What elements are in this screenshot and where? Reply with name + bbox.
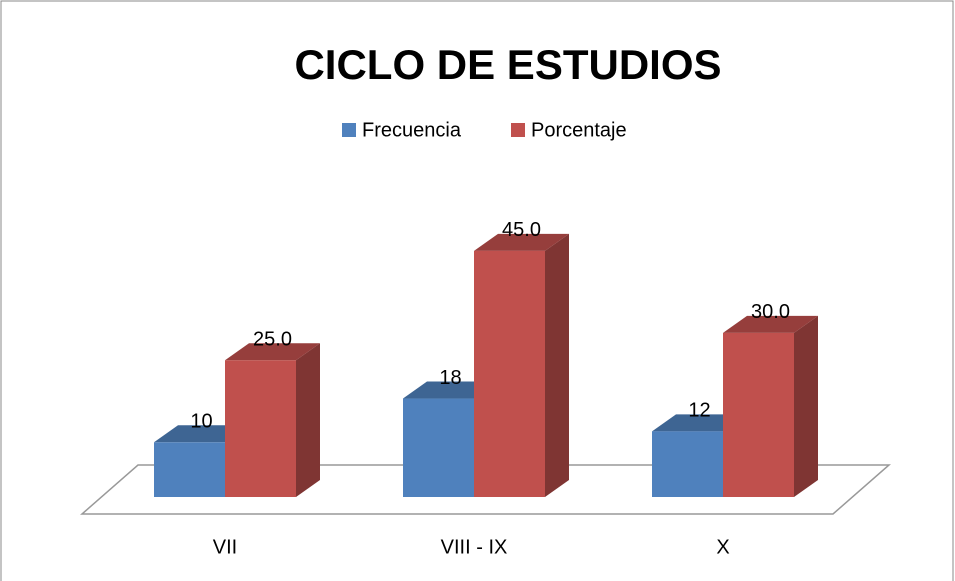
- legend-swatch: [342, 123, 356, 137]
- data-label: 10: [190, 411, 212, 433]
- bar-side: [296, 343, 320, 497]
- data-label: 45.0: [502, 219, 541, 241]
- x-tick-label: X: [716, 536, 729, 558]
- data-label: 30.0: [751, 301, 790, 323]
- bar: [474, 233, 569, 497]
- x-tick-label: VII: [213, 536, 237, 558]
- bar-side: [794, 315, 818, 497]
- bar-front: [474, 250, 545, 497]
- bar-top: [723, 315, 818, 333]
- data-label: 12: [688, 400, 710, 422]
- bar-top: [225, 343, 320, 361]
- bar-front: [225, 360, 296, 497]
- bar: [723, 315, 818, 497]
- bar-front: [652, 431, 723, 497]
- bar-front: [154, 442, 225, 497]
- legend-label: Frecuencia: [362, 119, 462, 141]
- chart-title: CICLO DE ESTUDIOS: [294, 41, 721, 88]
- bar: [225, 343, 320, 497]
- legend-swatch: [511, 123, 525, 137]
- data-label: 18: [439, 367, 461, 389]
- bar-front: [723, 332, 794, 497]
- bar-top: [474, 233, 569, 251]
- x-tick-label: VIII - IX: [441, 536, 508, 558]
- legend-label: Porcentaje: [531, 119, 627, 141]
- bar-front: [403, 398, 474, 497]
- bar-side: [545, 233, 569, 497]
- data-label: 25.0: [253, 329, 292, 351]
